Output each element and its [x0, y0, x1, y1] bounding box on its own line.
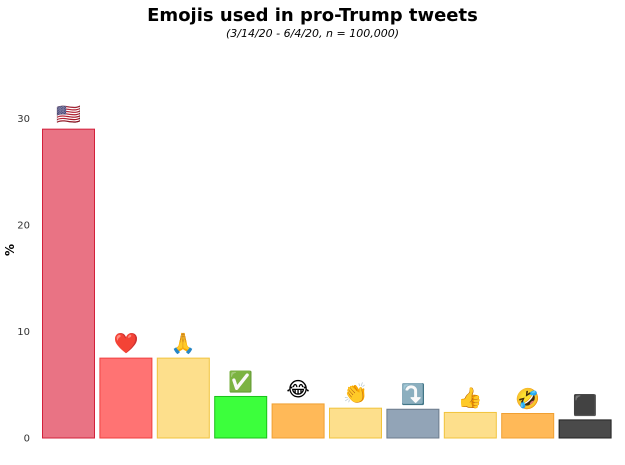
red-heart-icon: ❤️: [113, 331, 138, 355]
us-flag-icon: 🇺🇸: [56, 102, 81, 126]
bar-arrow-curving-down: [386, 408, 440, 439]
bar-tears-of-joy: [271, 403, 325, 439]
y-tick-label: 20: [17, 221, 30, 232]
chart-title: Emojis used in pro-Trump tweets: [147, 5, 478, 26]
check-mark-icon: ✅: [228, 369, 253, 393]
bar-folded-hands: [156, 357, 210, 439]
folded-hands-icon: 🙏: [171, 331, 196, 355]
y-tick-label: 30: [17, 114, 30, 125]
bar-black-square: [558, 419, 612, 439]
bar-us-flag: [42, 128, 95, 439]
arrow-curving-down-icon: ⤵️: [400, 382, 425, 406]
tears-of-joy-icon: 😂: [286, 377, 309, 401]
black-square-icon: ⬛: [573, 393, 598, 417]
y-tick-label: 10: [17, 327, 30, 338]
rolling-on-floor-laughing-icon: 🤣: [514, 387, 540, 412]
clapping-hands-icon: 👏: [343, 381, 368, 405]
bar-clapping-hands: [329, 407, 382, 439]
bars-group: [42, 128, 612, 439]
emoji-labels: 🇺🇸 ❤️ 🙏 ✅ 😂 👏 ⤵️ 👍 🤣 ⬛: [56, 102, 598, 417]
bar-red-heart: [99, 357, 153, 439]
bar-check-mark: [214, 395, 268, 439]
y-axis-label: %: [3, 244, 17, 256]
thumbs-up-icon: 👍: [458, 385, 483, 409]
y-axis: 0 10 20 30: [17, 114, 30, 445]
bar-rolling-on-floor-laughing: [501, 413, 555, 439]
chart-subtitle: (3/14/20 - 6/4/20, n = 100,000): [225, 27, 400, 40]
y-tick-label: 0: [24, 434, 30, 445]
bar-thumbs-up: [443, 411, 497, 439]
